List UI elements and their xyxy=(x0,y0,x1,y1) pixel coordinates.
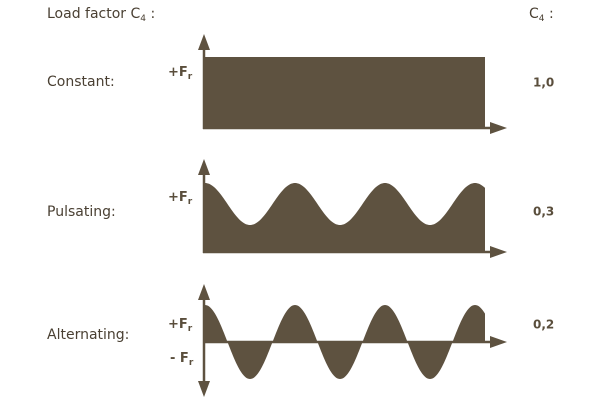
row-label: Constant: xyxy=(47,74,115,90)
row-label: Pulsating: xyxy=(47,204,116,220)
axis-symbol: +F xyxy=(168,190,188,205)
axis-subscript: r xyxy=(188,72,193,82)
axis-label: +Fr xyxy=(168,317,193,334)
arrow xyxy=(198,159,210,175)
axis-symbol: +F xyxy=(168,65,188,80)
arrow xyxy=(490,246,507,258)
row-value: 0,2 xyxy=(533,318,554,332)
header-subscript: 4 xyxy=(539,14,545,24)
axis-symbol: - F xyxy=(170,351,189,366)
row-label: Alternating: xyxy=(47,327,129,343)
axis-symbol: +F xyxy=(168,317,188,332)
arrow xyxy=(490,122,507,134)
header-subscript: 4 xyxy=(140,14,146,24)
header-suffix: : xyxy=(146,6,155,22)
load-shape xyxy=(205,57,485,128)
axis-label: +Fr xyxy=(168,65,193,82)
axis-label: - Fr xyxy=(170,351,194,368)
header-text: C xyxy=(529,6,539,22)
arrow xyxy=(198,381,210,397)
load-shape xyxy=(205,183,485,252)
axis-label: +Fr xyxy=(168,190,193,207)
header-text: Load factor C xyxy=(47,6,141,22)
arrow xyxy=(198,284,210,300)
row-value: 1,0 xyxy=(533,76,554,90)
header-right: C4 : xyxy=(529,6,554,24)
row-value: 0,3 xyxy=(533,205,554,219)
arrow xyxy=(490,336,507,348)
header-left: Load factor C4 : xyxy=(47,6,155,24)
arrow xyxy=(198,34,210,50)
axis-subscript: r xyxy=(188,197,193,207)
axis-subscript: r xyxy=(188,324,193,334)
header-suffix: : xyxy=(545,6,554,22)
axis-subscript: r xyxy=(189,358,194,368)
